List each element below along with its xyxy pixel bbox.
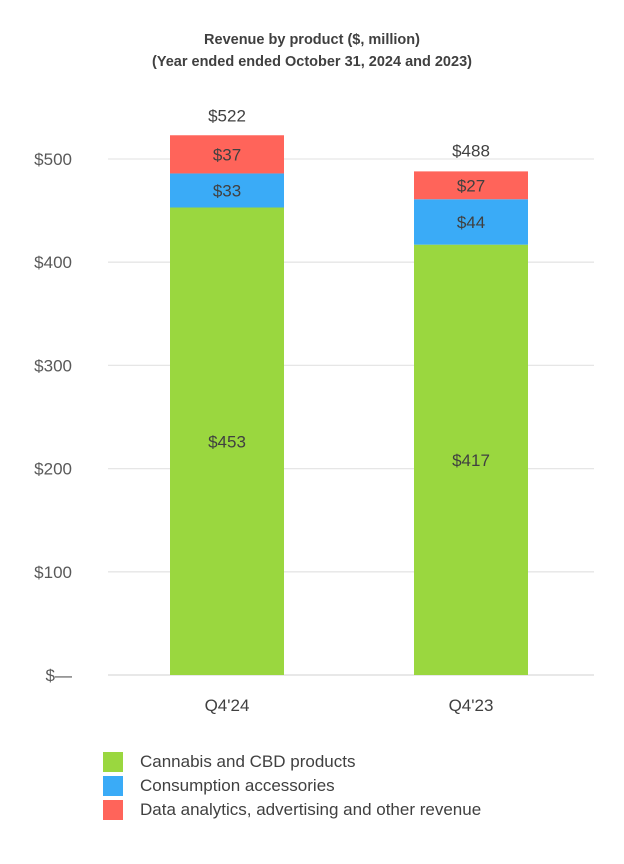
chart-title: Revenue by product ($, million) — [204, 32, 420, 48]
y-tick-label: $200 — [34, 460, 72, 479]
legend-swatch — [103, 800, 123, 820]
total-label: $522 — [208, 106, 246, 125]
x-tick-label: Q4'24 — [205, 696, 250, 715]
bar-segment — [414, 171, 528, 200]
y-tick-label: $— — [46, 666, 72, 685]
y-tick-label: $400 — [34, 253, 72, 272]
bar-segment — [414, 244, 528, 675]
data-label: $33 — [213, 181, 241, 200]
legend-item: Data analytics, advertising and other re… — [103, 798, 481, 822]
legend-label: Data analytics, advertising and other re… — [140, 800, 482, 819]
bar-segment — [170, 207, 284, 675]
legend-label: Cannabis and CBD products — [140, 752, 356, 771]
bar-segment — [414, 199, 528, 245]
bar-segment — [170, 173, 284, 208]
legend-label: Consumption accessories — [140, 776, 335, 795]
data-label: $37 — [213, 145, 241, 164]
legend: Cannabis and CBD products Consumption acc… — [103, 750, 481, 822]
legend-item: Consumption accessories — [103, 774, 481, 798]
y-tick-label: $500 — [34, 150, 72, 169]
chart-subtitle: (Year ended ended October 31, 2024 and 2… — [152, 54, 472, 70]
legend-item: Cannabis and CBD products — [103, 750, 481, 774]
total-label: $488 — [452, 141, 490, 160]
data-label: $417 — [452, 451, 490, 470]
x-tick-label: Q4'23 — [449, 696, 494, 715]
y-tick-label: $300 — [34, 356, 72, 375]
y-tick-label: $100 — [34, 563, 72, 582]
data-label: $27 — [457, 176, 485, 195]
legend-swatch — [103, 776, 123, 796]
data-label: $453 — [208, 432, 246, 451]
bar-segment — [170, 135, 284, 174]
legend-swatch — [103, 752, 123, 772]
data-label: $44 — [457, 213, 485, 232]
